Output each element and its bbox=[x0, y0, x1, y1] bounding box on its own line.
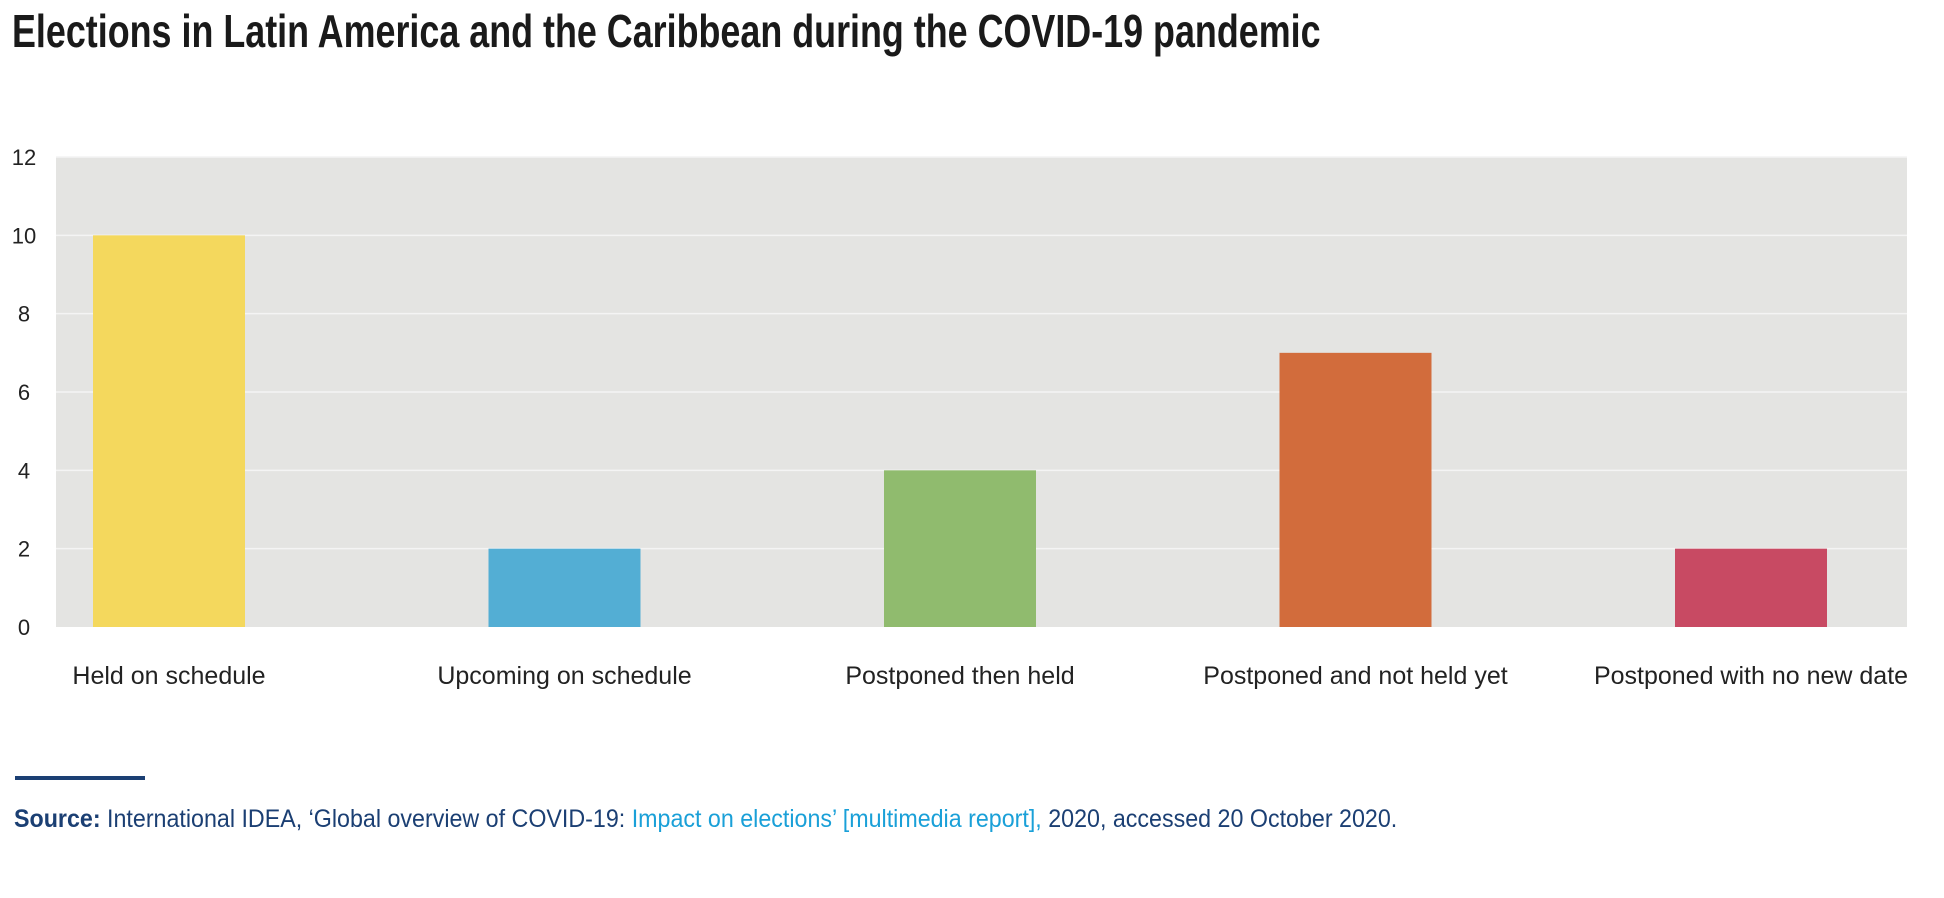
bar-chart: 0 2 4 6 8 10 12 Held on schedule Upcoming on sch… bbox=[12, 145, 1908, 690]
y-tick-label: 4 bbox=[18, 458, 30, 483]
bar-postponed-then-held bbox=[884, 470, 1036, 627]
source-divider bbox=[15, 776, 145, 780]
x-tick-label: Held on schedule bbox=[72, 662, 265, 690]
bar-postponed-and-not-held-yet bbox=[1279, 352, 1432, 627]
chart-title: Elections in Latin America and the Carib… bbox=[12, 5, 1321, 57]
y-tick-label: 6 bbox=[18, 380, 30, 405]
bar-held-on-schedule bbox=[93, 235, 245, 628]
y-tick-label: 10 bbox=[12, 223, 36, 248]
y-tick-label: 8 bbox=[18, 302, 30, 327]
y-tick-label: 0 bbox=[18, 615, 30, 640]
source-link[interactable]: Impact on elections’ [multimedia report]… bbox=[631, 805, 1042, 833]
x-tick-label: Postponed and not held yet bbox=[1203, 662, 1507, 690]
source-text: International IDEA, ‘Global overview of … bbox=[100, 805, 632, 833]
bar-postponed-with-no-new-date bbox=[1675, 548, 1827, 627]
y-tick-label: 2 bbox=[18, 537, 30, 562]
x-tick-label: Upcoming on schedule bbox=[437, 662, 691, 690]
y-tick-label: 12 bbox=[12, 145, 36, 170]
x-tick-label: Postponed then held bbox=[845, 662, 1074, 690]
source-note: Source: International IDEA, ‘Global over… bbox=[14, 805, 1397, 834]
source-label: Source: bbox=[14, 805, 101, 833]
bar-upcoming-on-schedule bbox=[488, 548, 641, 627]
x-tick-label: Postponed with no new date bbox=[1594, 662, 1908, 690]
source-text-end: 2020, accessed 20 October 2020. bbox=[1041, 805, 1398, 833]
